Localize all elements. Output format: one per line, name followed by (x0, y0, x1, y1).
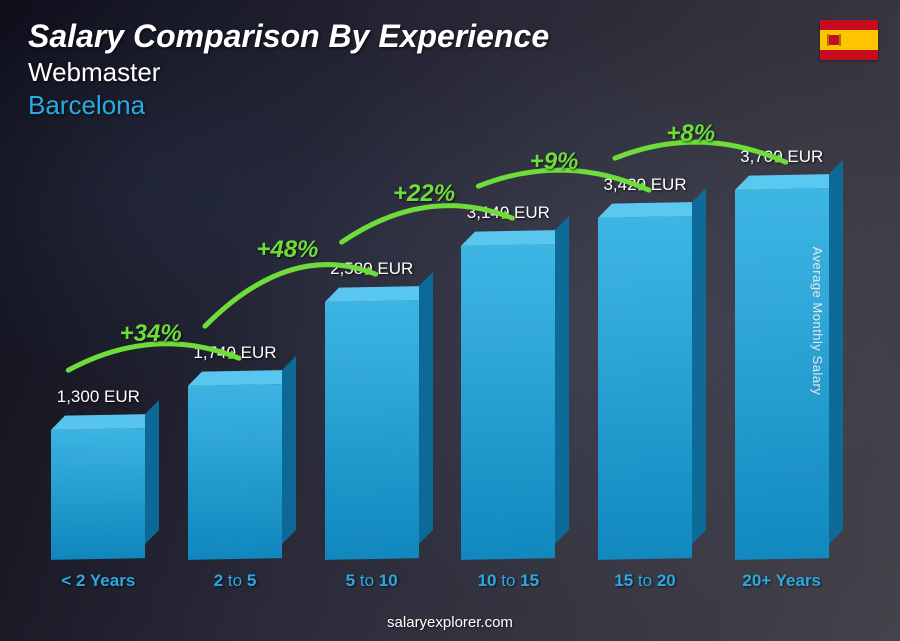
bar-side (282, 356, 296, 544)
bar-category-label: 5 to 10 (346, 571, 398, 591)
bar-side (555, 216, 569, 544)
bar-top (461, 230, 569, 246)
page-title: Salary Comparison By Experience (28, 18, 549, 55)
bar-category-label: 10 to 15 (478, 571, 540, 591)
page-subtitle: Webmaster (28, 57, 549, 88)
bar-front (461, 244, 555, 560)
bar-wrap (167, 385, 304, 559)
page-location: Barcelona (28, 90, 549, 121)
bar-value-label: 1,740 EUR (193, 343, 276, 363)
footer-credit: salaryexplorer.com (0, 614, 900, 631)
bar-group: 1,300 EUR < 2 Years (30, 387, 167, 591)
bar-wrap (713, 189, 850, 559)
bar-wrap (303, 301, 440, 559)
bar-value-label: 3,700 EUR (740, 147, 823, 167)
bar (461, 244, 555, 560)
bar-category-label: < 2 Years (61, 571, 135, 591)
y-axis-label: Average Monthly Salary (810, 246, 825, 395)
bar-category-label: 2 to 5 (214, 571, 257, 591)
salary-bar-chart: 1,300 EUR < 2 Years 1,740 EUR 2 to 5 2,580 E… (30, 140, 850, 591)
bar-front (325, 300, 419, 560)
bar-category-label: 15 to 20 (614, 571, 676, 591)
bar-front (188, 384, 282, 560)
bar-value-label: 3,140 EUR (467, 203, 550, 223)
bar-top (51, 414, 159, 430)
header: Salary Comparison By Experience Webmaste… (28, 18, 549, 121)
bar-side (829, 160, 843, 544)
bar-wrap (440, 245, 577, 559)
bar-front (598, 216, 692, 560)
delta-label: +9% (530, 148, 579, 176)
bar-top (598, 202, 706, 218)
bar (325, 300, 419, 560)
bar-front (51, 428, 145, 560)
bar-value-label: 3,420 EUR (603, 175, 686, 195)
bar-value-label: 2,580 EUR (330, 259, 413, 279)
bar-side (692, 188, 706, 544)
bar-group: 2,580 EUR 5 to 10 (303, 259, 440, 591)
bar-category-label: 20+ Years (742, 571, 821, 591)
bar (51, 428, 145, 560)
bar-wrap (30, 429, 167, 559)
bar-side (145, 400, 159, 544)
bar-value-label: 1,300 EUR (57, 387, 140, 407)
bar-group: 1,740 EUR 2 to 5 (167, 343, 304, 591)
bar-group: 3,140 EUR 10 to 15 (440, 203, 577, 591)
bar-group: 3,420 EUR 15 to 20 (577, 175, 714, 591)
bar-top (188, 370, 296, 386)
bar (598, 216, 692, 560)
bar-wrap (577, 217, 714, 559)
bar (188, 384, 282, 560)
spain-flag-icon (820, 20, 878, 60)
bar-top (325, 286, 433, 302)
bar-group: 3,700 EUR 20+ Years (713, 147, 850, 591)
bar-top (735, 174, 843, 190)
bar-side (419, 272, 433, 544)
